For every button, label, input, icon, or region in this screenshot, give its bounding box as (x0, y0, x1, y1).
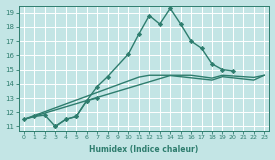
X-axis label: Humidex (Indice chaleur): Humidex (Indice chaleur) (89, 145, 199, 154)
